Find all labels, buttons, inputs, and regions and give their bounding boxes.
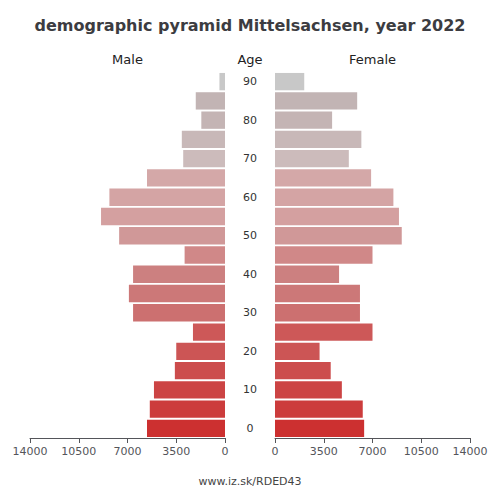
svg-text:90: 90 xyxy=(243,75,257,88)
svg-text:Female: Female xyxy=(349,52,396,67)
svg-text:0: 0 xyxy=(272,445,279,458)
svg-text:70: 70 xyxy=(243,152,257,165)
svg-text:3500: 3500 xyxy=(310,445,338,458)
svg-text:60: 60 xyxy=(243,191,257,204)
svg-text:14000: 14000 xyxy=(453,445,488,458)
svg-text:20: 20 xyxy=(243,345,257,358)
svg-text:7000: 7000 xyxy=(359,445,387,458)
svg-text:50: 50 xyxy=(243,229,257,242)
svg-text:0: 0 xyxy=(247,422,254,435)
svg-text:40: 40 xyxy=(243,268,257,281)
svg-text:www.iz.sk/RDED43: www.iz.sk/RDED43 xyxy=(198,475,301,488)
svg-text:3500: 3500 xyxy=(162,445,190,458)
svg-text:Male: Male xyxy=(112,52,143,67)
svg-text:10500: 10500 xyxy=(61,445,96,458)
svg-text:Age: Age xyxy=(237,52,262,67)
svg-text:10500: 10500 xyxy=(404,445,439,458)
svg-text:0: 0 xyxy=(222,445,229,458)
svg-text:80: 80 xyxy=(243,114,257,127)
svg-text:demographic pyramid Mittelsach: demographic pyramid Mittelsachsen, year … xyxy=(35,16,466,35)
svg-text:7000: 7000 xyxy=(114,445,142,458)
svg-text:10: 10 xyxy=(243,383,257,396)
svg-text:14000: 14000 xyxy=(13,445,48,458)
svg-text:30: 30 xyxy=(243,306,257,319)
